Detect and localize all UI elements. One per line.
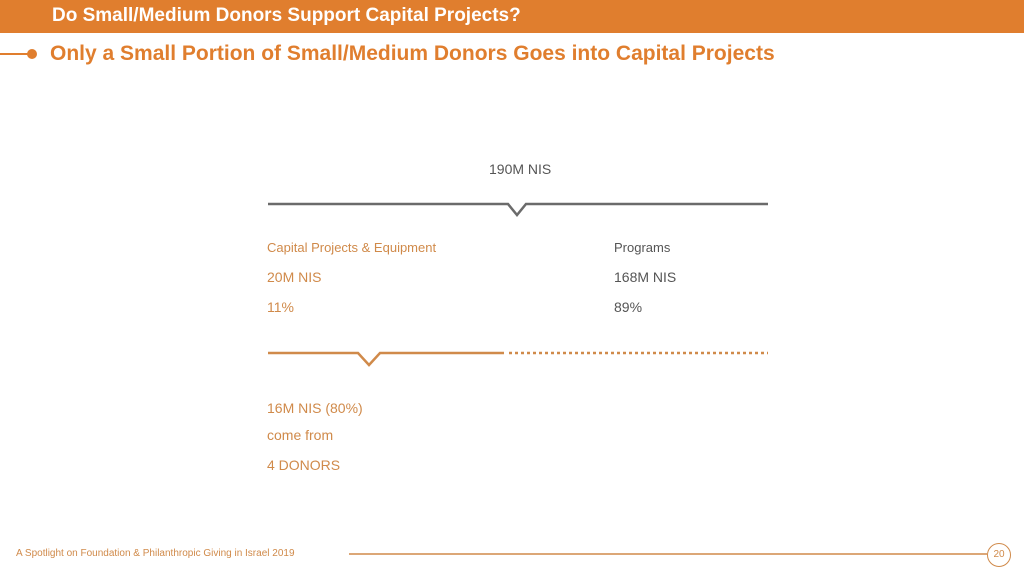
bullet-dot-icon bbox=[27, 49, 37, 59]
capital-bracket-line bbox=[268, 351, 504, 367]
slide-title: Do Small/Medium Donors Support Capital P… bbox=[52, 5, 521, 26]
total-bracket-line bbox=[268, 202, 768, 217]
capital-amount: 20M NIS bbox=[267, 269, 322, 285]
page-number: 20 bbox=[987, 543, 1011, 567]
breakdown-line2: come from bbox=[267, 427, 334, 443]
header-bar: Do Small/Medium Donors Support Capital P… bbox=[0, 0, 1024, 33]
footer-text: A Spotlight on Foundation & Philanthropi… bbox=[16, 548, 295, 559]
capital-name: Capital Projects & Equipment bbox=[267, 240, 437, 255]
subtitle-line bbox=[0, 53, 30, 55]
total-label: 190M NIS bbox=[489, 161, 552, 177]
breakdown-line3: 4 DONORS bbox=[267, 457, 341, 473]
capital-percent: 11% bbox=[267, 299, 294, 315]
programs-amount: 168M NIS bbox=[614, 269, 677, 285]
programs-percent: 89% bbox=[614, 299, 643, 315]
programs-name: Programs bbox=[614, 240, 671, 255]
subtitle: Only a Small Portion of Small/Medium Don… bbox=[50, 42, 775, 65]
breakdown-line1: 16M NIS (80%) bbox=[267, 400, 363, 416]
